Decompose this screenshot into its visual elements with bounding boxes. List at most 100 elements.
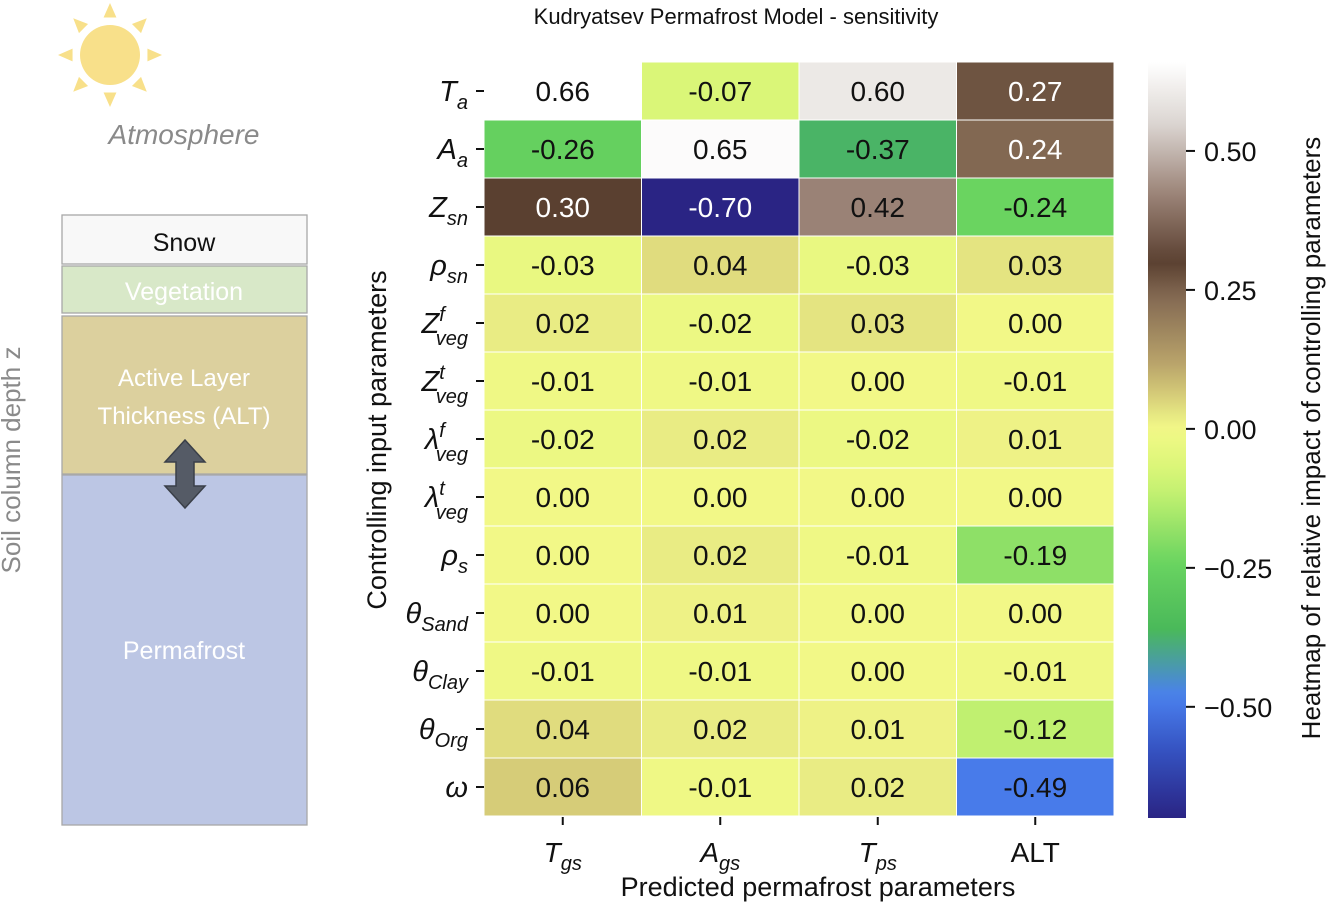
heatmap-cell (798, 177, 957, 237)
sun-ray (58, 48, 73, 62)
heatmap-value-label: -0.01 (688, 772, 752, 803)
sun-ray (73, 18, 89, 34)
heatmap-value-label: -0.37 (846, 134, 910, 165)
heatmap-cell (956, 61, 1115, 121)
heatmap-cell (641, 641, 800, 701)
heatmap-cell (956, 699, 1115, 759)
heatmap-cell (798, 757, 957, 817)
row-tick-label: Zsn (428, 192, 468, 230)
heatmap-value-label: 0.00 (851, 366, 906, 397)
heatmap-value-label: -0.01 (688, 366, 752, 397)
heatmap-value-label: 0.00 (1008, 308, 1063, 339)
heatmap-value-label: -0.24 (1003, 192, 1067, 223)
active-layer (61, 315, 308, 475)
heatmap-value-label: 0.65 (693, 134, 748, 165)
heatmap-cell (641, 235, 800, 295)
heatmap-value-label: -0.19 (1003, 540, 1067, 571)
heatmap-value-label: 0.02 (851, 772, 906, 803)
heatmap-value-label: 0.00 (851, 598, 906, 629)
heatmap-value-label: 0.42 (851, 192, 906, 223)
heatmap-value-label: 0.02 (693, 540, 748, 571)
sun-ray (131, 76, 147, 92)
heatmap-value-label: 0.01 (851, 714, 906, 745)
row-tick-label: Zt veg (420, 362, 468, 408)
heatmap-cell (483, 525, 642, 585)
heatmap-value-label: 0.03 (1008, 250, 1063, 281)
heatmap-value-label: 0.06 (536, 772, 591, 803)
x-axis-label: Predicted permafrost parameters (621, 872, 1016, 902)
snow-layer (61, 214, 308, 265)
heatmap-cell (641, 467, 800, 527)
sun-ray (131, 18, 147, 34)
heatmap-value-label: 0.03 (851, 308, 906, 339)
heatmap-value-label: -0.01 (846, 540, 910, 571)
heatmap-value-label: 0.01 (1008, 424, 1063, 455)
heatmap-value-label: 0.00 (851, 656, 906, 687)
atmosphere-label: Atmosphere (107, 119, 260, 150)
column-tick-label: Tps (859, 837, 897, 875)
heatmap-value-label: 0.66 (536, 76, 591, 107)
column-tick-labels: Tgs Ags Tps ALT (544, 817, 1060, 875)
heatmap-cell (641, 119, 800, 179)
heatmap-value-label: -0.01 (531, 366, 595, 397)
heatmap-value-label: -0.49 (1003, 772, 1067, 803)
heatmap-cell (483, 641, 642, 701)
heatmap-cells (483, 61, 1115, 817)
column-tick-label: ALT (1011, 837, 1060, 868)
heatmap-value-label: -0.01 (1003, 656, 1067, 687)
heatmap-cell (798, 119, 957, 179)
heatmap-value-label: -0.02 (531, 424, 595, 455)
heatmap-cell (956, 351, 1115, 411)
heatmap-value-label: -0.12 (1003, 714, 1067, 745)
y-axis-label: Controlling input parameters (362, 270, 392, 609)
heatmap-value-label: 0.00 (536, 598, 591, 629)
column-tick-label: Ags (698, 837, 740, 875)
heatmap-cell (641, 351, 800, 411)
colorbar-label: Heatmap of relative impact of controllin… (1296, 137, 1326, 740)
row-tick-label: ρsn (429, 250, 468, 288)
sun-disc (80, 25, 140, 85)
heatmap-value-label: -0.03 (531, 250, 595, 281)
heatmap-cell (798, 467, 957, 527)
heatmap-cell (956, 177, 1115, 237)
heatmap-value-label: -0.03 (846, 250, 910, 281)
row-tick-label: λt veg (423, 478, 468, 524)
heatmap-value-label: 0.00 (1008, 598, 1063, 629)
heatmap-cell (956, 757, 1115, 817)
heatmap-value-label: 0.04 (536, 714, 591, 745)
colorbar-ticks: 0.50 0.25 0.00 −0.25 −0.50 (1186, 137, 1272, 723)
row-tick-label: ρs (440, 540, 468, 578)
row-tick-label: Zf veg (420, 304, 468, 350)
row-tick-label: θClay (412, 656, 469, 694)
heatmap-cell (956, 583, 1115, 643)
heatmap-cell (798, 235, 957, 295)
heatmap-cell (483, 467, 642, 527)
heatmap-value-label: 0.60 (851, 76, 906, 107)
sun-ray (147, 48, 162, 62)
colorbar-tick-label: 0.00 (1204, 415, 1257, 445)
heatmap-value-label: 0.04 (693, 250, 748, 281)
chart-title: Kudryatsev Permafrost Model - sensitivit… (534, 4, 939, 29)
heatmap-value-labels: 0.66 -0.07 0.60 0.27 -0.26 0.65 -0.37 0.24 0.30 -… (531, 76, 1067, 803)
heatmap-value-label: 0.00 (1008, 482, 1063, 513)
sun-icon (58, 3, 162, 107)
sun-ray (103, 3, 117, 18)
depth-axis-label: Soil column depth z (0, 347, 26, 574)
heatmap-cell (641, 525, 800, 585)
row-tick-label: ω (445, 772, 468, 804)
row-tick-label: Aa (436, 134, 468, 172)
soil-column-diagram: Atmosphere Snow Vegetation Active Layer T… (0, 3, 308, 826)
colorbar (1148, 62, 1186, 818)
heatmap-cell (956, 641, 1115, 701)
heatmap-cell (956, 467, 1115, 527)
heatmap-value-label: 0.02 (693, 424, 748, 455)
colorbar-tick-label: 0.50 (1204, 137, 1257, 167)
heatmap-cell (956, 235, 1115, 295)
heatmap-cell (483, 351, 642, 411)
colorbar-tick-label: −0.25 (1204, 554, 1272, 584)
heatmap-cell (483, 757, 642, 817)
heatmap-cell (483, 293, 642, 353)
heatmap-cell (956, 293, 1115, 353)
heatmap-value-label: 0.30 (536, 192, 591, 223)
row-tick-labels: Ta Aa Zsn ρsn Zf veg Zt veg λf veg λt veg ρs θSand θCl… (406, 76, 484, 804)
